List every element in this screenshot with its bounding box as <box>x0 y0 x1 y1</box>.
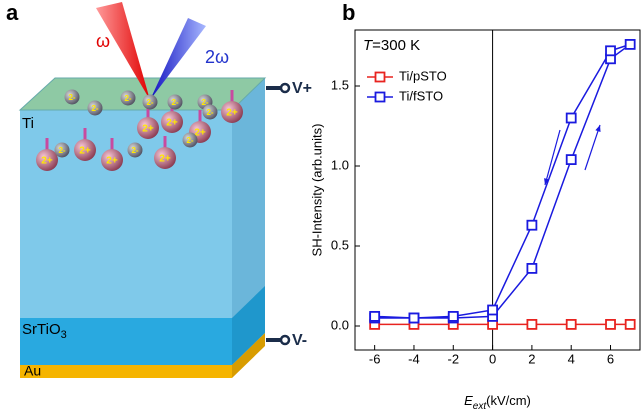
annotation: T=300 K <box>363 37 420 54</box>
y-tick-label: 1.0 <box>331 157 349 172</box>
panel-label: a <box>6 0 19 25</box>
marker <box>370 312 379 321</box>
ion-label: 2+ <box>41 156 53 167</box>
beam-label: ω <box>96 31 110 51</box>
ion-label: 2- <box>186 136 193 145</box>
arrow <box>585 125 600 170</box>
x-tick-label: 4 <box>568 351 575 366</box>
legend-marker <box>376 73 385 82</box>
ion-label: 2- <box>58 146 65 155</box>
marker <box>527 221 536 230</box>
marker <box>606 46 615 55</box>
x-axis-label: Eext(kV/cm) <box>464 393 531 411</box>
x-tick-label: 2 <box>528 351 535 366</box>
x-axis-label: E <box>464 393 473 408</box>
legend-label: Ti/pSTO <box>399 68 447 83</box>
ion-label: 2+ <box>106 156 118 167</box>
beam-label: 2ω <box>205 47 229 67</box>
electrode <box>281 84 289 92</box>
ion-label: 2+ <box>159 154 171 165</box>
figure: a ω 2ω Ti 2+2+2+2+2+2+2+2+2-2-2-2-2-2-2-… <box>0 0 642 412</box>
y-tick-label: 0.5 <box>331 237 349 252</box>
marker <box>449 312 458 321</box>
x-tick-label: -6 <box>369 351 381 366</box>
electrode-label: V+ <box>292 80 312 97</box>
panel-label: b <box>342 0 355 25</box>
chart: -6 -4 -2 0 2 4 6 0.0 0.5 1.0 1.5 SH-Intensity (arb.… <box>309 30 640 412</box>
marker <box>527 264 536 273</box>
electrode-label: V- <box>292 332 307 349</box>
marker <box>567 320 576 329</box>
marker <box>626 40 635 49</box>
x-tick-label: 0 <box>489 351 496 366</box>
au-front <box>20 365 232 378</box>
marker <box>527 320 536 329</box>
electrode <box>281 336 289 344</box>
arrow <box>545 130 560 185</box>
ion-label: 2- <box>91 104 98 113</box>
y-tick-label: 1.5 <box>331 77 349 92</box>
ion-label: 2+ <box>142 124 154 135</box>
marker <box>606 320 615 329</box>
layer-label-sub: 3 <box>61 329 67 341</box>
y-axis-label: SH-Intensity (arb.units) <box>309 124 324 257</box>
ion-label: 2+ <box>166 118 178 129</box>
legend-marker <box>376 93 385 102</box>
x-tick-label: -4 <box>408 351 420 366</box>
ion-label: 2- <box>131 146 138 155</box>
layer-label: Au <box>24 363 41 379</box>
ion-label: 2- <box>206 108 213 117</box>
x-axis-label: (kV/cm) <box>486 393 531 408</box>
layer-label: Ti <box>22 115 34 132</box>
marker <box>567 114 576 123</box>
series-line <box>375 44 631 318</box>
ion-label: 2- <box>171 98 178 107</box>
layer-label: SrTiO <box>22 321 61 338</box>
layer-label: SrTiO3 <box>22 321 67 341</box>
marker <box>567 155 576 164</box>
marker <box>409 314 418 323</box>
legend-label: Ti/fSTO <box>399 88 443 103</box>
y-tick-label: 0.0 <box>331 317 349 332</box>
x-tick-label: 6 <box>607 351 614 366</box>
ion-label: 2- <box>124 94 131 103</box>
ion-label: 2- <box>68 93 75 102</box>
arrow-head <box>595 125 600 132</box>
annotation: =300 K <box>372 37 420 54</box>
ion-label: 2+ <box>79 146 91 157</box>
plot-frame <box>355 30 640 350</box>
ion-label: 2+ <box>226 108 238 119</box>
ion-label: 2- <box>146 98 153 107</box>
marker <box>626 320 635 329</box>
x-tick-label: -2 <box>447 351 459 366</box>
marker <box>488 306 497 315</box>
